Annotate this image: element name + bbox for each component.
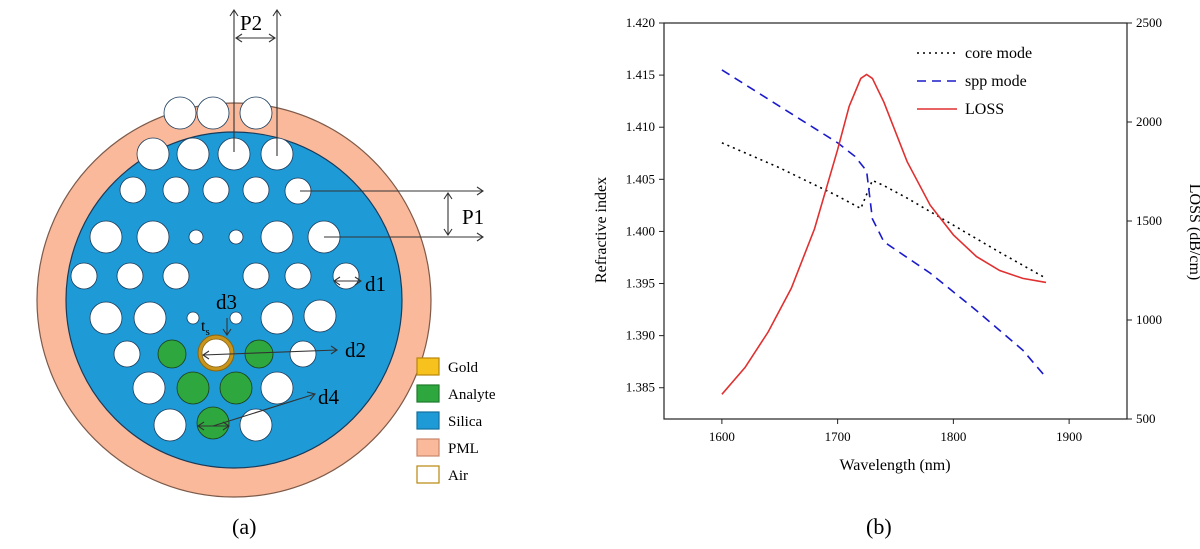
air-hole	[239, 408, 273, 442]
y-tick-label: 1.410	[626, 119, 655, 134]
air-hole	[260, 371, 294, 405]
d2-label: d2	[345, 338, 366, 362]
air-hole	[176, 137, 210, 171]
y-tick-label: 1.405	[626, 171, 655, 186]
panel-b-label: (b)	[866, 514, 892, 539]
air-hole	[70, 262, 98, 290]
material-legend: Gold Analyte Silica PML Air	[416, 357, 496, 484]
air-hole	[113, 340, 141, 368]
series-line-spp-mode	[721, 69, 1047, 378]
y-tick-label: 1.390	[626, 328, 655, 343]
y2-axis-title: LOSS (dB/cm)	[1186, 184, 1200, 280]
air-hole	[202, 176, 230, 204]
panel-a-label: (a)	[232, 514, 256, 539]
ts-label-sub: s	[205, 326, 209, 338]
legend-label: PML	[448, 441, 479, 457]
y-tick-label: 1.395	[626, 276, 655, 291]
series-legend-label: spp mode	[965, 73, 1027, 90]
air-hole	[284, 262, 312, 290]
x-axis-title: Wavelength (nm)	[839, 457, 950, 474]
air-hole	[132, 371, 166, 405]
d3-label: d3	[216, 290, 237, 314]
air-hole	[116, 262, 144, 290]
ts-label: ts	[201, 318, 210, 338]
p2-label: P2	[240, 11, 262, 35]
y2-tick-label: 500	[1136, 411, 1156, 426]
legend-swatch	[416, 411, 440, 430]
legend-swatch	[416, 384, 440, 403]
air-hole	[228, 229, 244, 245]
y2-tick-label: 1500	[1136, 213, 1162, 228]
air-hole	[89, 301, 123, 335]
air-hole	[260, 301, 294, 335]
analyte-channel	[176, 371, 210, 405]
air-hole	[260, 220, 294, 254]
air-hole	[162, 262, 190, 290]
y-tick-label: 1.385	[626, 380, 655, 395]
d4-label: d4	[318, 385, 340, 409]
y-tick-label: 1.420	[626, 15, 655, 30]
air-hole	[153, 408, 187, 442]
air-hole	[242, 262, 270, 290]
analyte-channel	[157, 339, 187, 369]
air-hole	[242, 176, 270, 204]
air-hole	[303, 299, 337, 333]
analyte-channel	[196, 406, 230, 440]
gold-inner-air	[201, 338, 231, 368]
legend-label: Gold	[448, 360, 479, 376]
y2-tick-label: 2000	[1136, 114, 1162, 129]
chart-plot-area: 1600 1700 1800 1900 1.385 1.390 1.395 1.400 1.40…	[626, 15, 1162, 444]
x-tick-label: 1700	[825, 429, 851, 444]
x-tick-label: 1800	[940, 429, 966, 444]
air-hole	[332, 262, 360, 290]
air-holes	[70, 96, 360, 442]
plot-frame	[663, 22, 1128, 420]
legend-swatch	[416, 438, 440, 457]
air-hole	[289, 340, 317, 368]
legend-label: Analyte	[448, 387, 496, 403]
x-tick-label: 1600	[709, 429, 735, 444]
air-hole	[89, 220, 123, 254]
air-hole	[196, 96, 230, 130]
air-hole	[162, 176, 190, 204]
series-legend-label: core mode	[965, 45, 1032, 62]
analyte-channel	[219, 371, 253, 405]
dimension-annotations	[197, 9, 484, 431]
x-tick-label: 1900	[1056, 429, 1082, 444]
legend-swatch	[416, 465, 440, 484]
y-tick-label: 1.400	[626, 223, 655, 238]
air-hole	[136, 220, 170, 254]
y2-tick-label: 2500	[1136, 15, 1162, 30]
series-legend-label: LOSS	[965, 101, 1004, 118]
fiber-cross-section-diagram: P2 P1 d1 d3 ts d2 d4 Gold Analyte Silica PM…	[36, 9, 496, 539]
air-hole	[119, 176, 147, 204]
legend-swatch	[416, 357, 440, 376]
air-hole	[188, 229, 204, 245]
air-hole	[136, 137, 170, 171]
series-line-core-mode	[721, 142, 1047, 279]
series-line-loss	[721, 73, 1047, 395]
analyte-channels	[157, 339, 274, 440]
air-hole	[186, 311, 200, 325]
air-hole	[239, 96, 273, 130]
analyte-channel	[244, 339, 274, 369]
y2-tick-label: 1000	[1136, 312, 1162, 327]
y-tick-label: 1.415	[626, 67, 655, 82]
air-hole	[163, 96, 197, 130]
air-hole	[133, 301, 167, 335]
legend-label: Silica	[448, 414, 483, 430]
ts-label-main: t	[201, 318, 206, 335]
d1-label: d1	[365, 272, 386, 296]
air-hole	[229, 311, 243, 325]
p1-label: P1	[462, 205, 484, 229]
legend-label: Air	[448, 468, 468, 484]
